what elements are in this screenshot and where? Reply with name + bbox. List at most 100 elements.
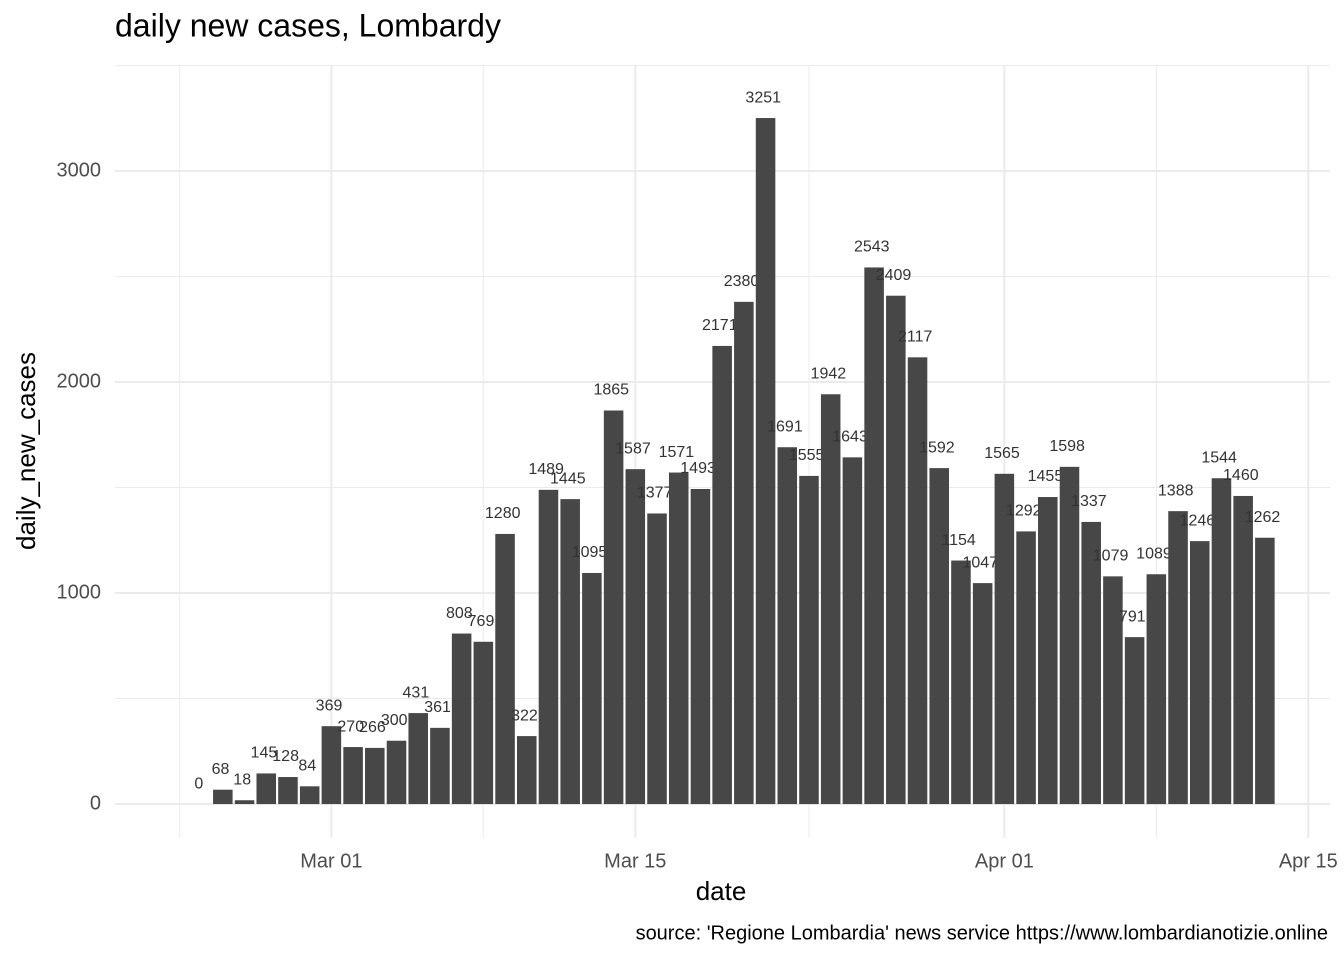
bar [321,726,342,805]
bar [365,747,385,805]
value-label: 1691 [767,418,803,435]
bar [734,301,754,805]
value-label: 1565 [984,445,1020,462]
bar [538,489,559,805]
value-label: 2380 [724,273,760,290]
x-tick-label: Mar 15 [604,850,666,872]
bar [213,789,233,805]
bar [430,727,450,805]
bar [647,513,667,805]
bar [1146,574,1167,805]
bar [820,394,841,805]
bar [755,118,776,805]
value-label: 1262 [1245,509,1281,526]
bar [495,533,515,805]
value-label: 300 [381,712,408,729]
value-label: 1388 [1158,482,1194,499]
bar [1124,637,1145,805]
bar [1168,511,1188,805]
bar [1059,466,1080,805]
bar [972,583,993,805]
value-label: 1455 [1028,468,1064,485]
bar [516,736,537,805]
y-tick-label: 1000 [57,581,102,603]
value-label: 1587 [615,440,651,457]
value-label: 1544 [1201,449,1237,466]
x-tick-label: Mar 01 [300,850,362,872]
value-label: 2171 [702,317,738,334]
value-label: 270 [337,718,364,735]
chart-title: daily new cases, Lombardy [115,7,501,43]
bar [625,469,646,805]
value-label: 369 [316,697,343,714]
bar [1038,497,1058,805]
value-label: 1280 [485,505,521,522]
value-label: 1865 [593,382,629,399]
value-label: 1292 [1006,503,1042,520]
y-tick-label: 3000 [57,159,102,181]
bar [386,740,407,805]
bar [1255,537,1275,805]
value-label: 1246 [1180,512,1216,529]
bar [799,475,819,805]
value-label: 1095 [572,544,608,561]
value-label: 361 [424,699,451,716]
bar [907,357,928,805]
value-label: 1643 [832,429,868,446]
value-label: 3251 [745,89,781,106]
bar [343,747,363,805]
value-label: 1089 [1136,545,1172,562]
x-axis-label: date [696,876,747,906]
bar [451,633,472,805]
value-label: 2117 [898,329,933,346]
bar [929,468,950,805]
y-tick-label: 2000 [57,370,102,392]
bar [582,572,602,805]
value-label: 1571 [659,444,695,461]
bar [299,786,320,805]
value-label: 128 [272,748,299,765]
value-label: 0 [194,775,203,792]
value-label: 808 [446,605,473,622]
value-label: 1079 [1093,548,1129,565]
value-label: 1047 [963,554,999,571]
bar [234,800,255,805]
y-axis-label: daily_new_cases [11,352,41,550]
bar [994,473,1015,805]
caption: source: 'Regione Lombardia' news service… [636,922,1328,944]
value-label: 1337 [1071,493,1107,510]
bar [256,773,277,805]
value-label: 1555 [789,447,825,464]
bar [1233,495,1253,805]
bar [864,267,884,805]
bar [777,447,798,805]
value-label: 2543 [854,239,890,256]
value-label: 145 [251,745,278,762]
bar [1081,521,1101,805]
bar [278,777,298,805]
x-tick-label: Apr 01 [975,850,1034,872]
bar [690,488,711,805]
value-label: 769 [468,613,495,630]
value-label: 84 [298,758,316,775]
value-label: 1493 [680,460,716,477]
bar [1211,478,1232,805]
value-label: 1489 [528,461,564,478]
bar [951,560,971,805]
bar [1103,576,1123,805]
value-label: 1377 [637,485,673,502]
x-tick-label: Apr 15 [1279,850,1338,872]
value-label: 1598 [1049,438,1085,455]
value-label: 18 [233,771,251,788]
bar [560,499,580,805]
value-label: 2409 [876,267,912,284]
bar [1016,531,1036,805]
value-label: 1592 [919,439,955,456]
value-label: 1445 [550,470,586,487]
bar [473,641,494,805]
value-label: 1154 [941,532,976,549]
y-tick-label: 0 [90,792,101,814]
value-label: 322 [511,707,538,724]
bar [603,410,624,805]
